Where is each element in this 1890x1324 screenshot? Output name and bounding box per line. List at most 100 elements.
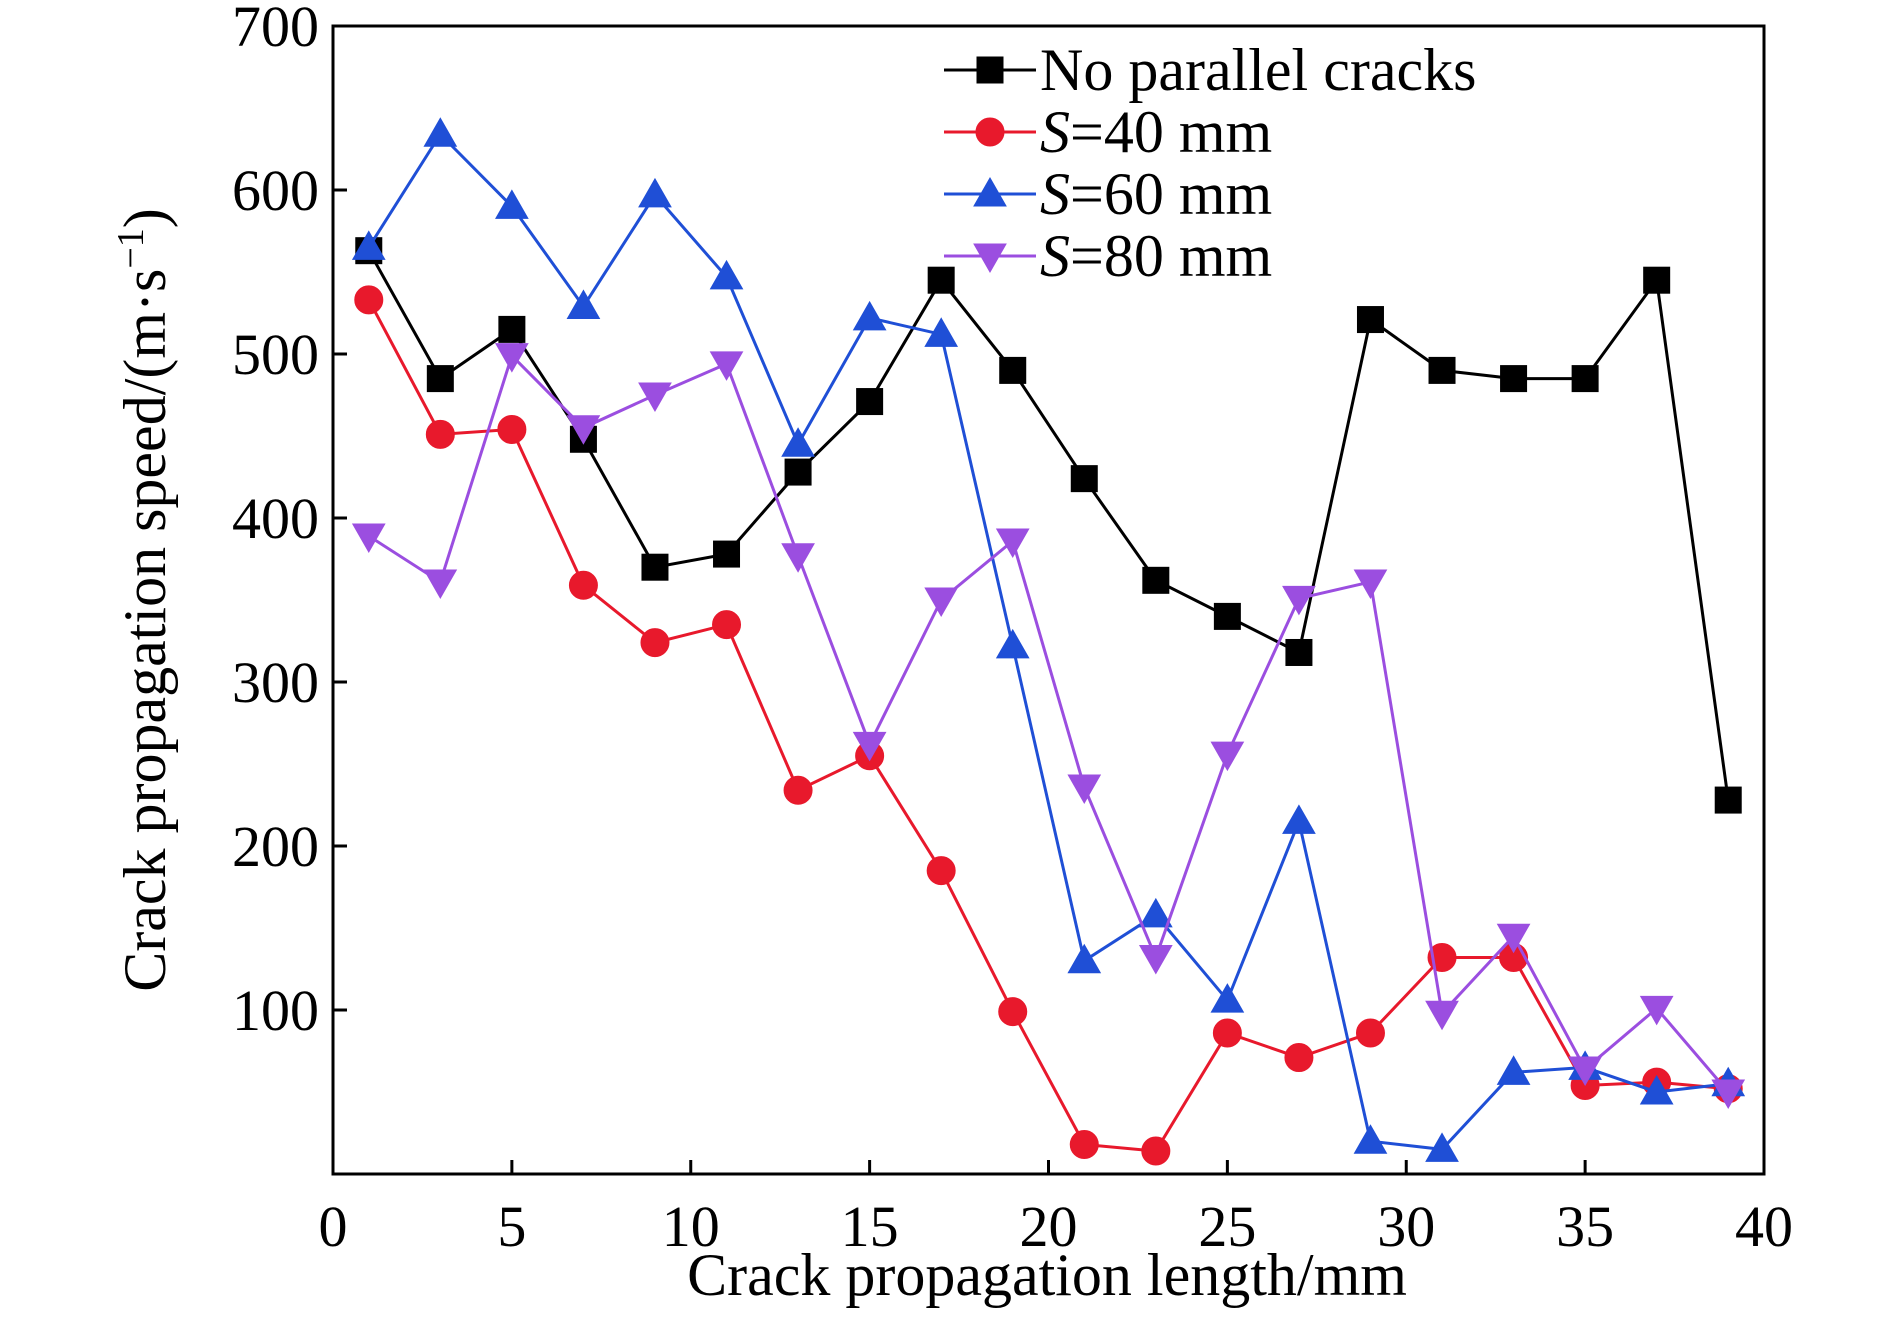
data-point	[1356, 306, 1384, 334]
x-tick-label: 20	[1020, 1194, 1078, 1259]
data-point	[351, 230, 386, 260]
series-line	[367, 352, 1730, 1093]
data-point	[1284, 1043, 1314, 1073]
data-point	[709, 259, 744, 290]
series-1	[354, 285, 1743, 1166]
legend-label-italic: S	[1040, 223, 1070, 289]
data-point	[998, 997, 1028, 1027]
legend-label: No parallel cracks	[1040, 37, 1476, 103]
data-point	[1500, 365, 1528, 393]
data-point	[1714, 786, 1742, 814]
data-point	[856, 388, 884, 416]
data-point	[1643, 266, 1671, 294]
y-tick-label: 600	[232, 158, 319, 223]
x-tick-label: 10	[662, 1194, 720, 1259]
data-point	[1210, 741, 1245, 772]
data-point	[423, 117, 458, 147]
y-tick-label: 200	[232, 814, 319, 879]
data-point	[568, 570, 598, 600]
data-point	[498, 315, 526, 343]
data-point	[1571, 365, 1599, 393]
data-point	[1067, 943, 1102, 974]
legend-entry: S=60 mm	[944, 161, 1272, 227]
y-tick-label: 300	[232, 650, 319, 715]
legend-entry: No parallel cracks	[944, 37, 1476, 103]
data-point	[1639, 1074, 1674, 1105]
data-point	[566, 289, 601, 319]
series-line	[367, 131, 1729, 1151]
data-point	[783, 775, 813, 805]
data-point	[852, 731, 887, 762]
x-tick-label: 30	[1377, 1194, 1435, 1259]
data-point	[781, 427, 815, 457]
data-point	[1639, 995, 1674, 1026]
data-point	[713, 540, 741, 568]
data-point	[784, 458, 812, 486]
x-axis-ticks: 0 5 10 15 20 25 30 35 40	[319, 1160, 1793, 1259]
legend-label-text: =80 mm	[1070, 223, 1272, 289]
data-point	[924, 587, 959, 618]
legend-marker	[976, 56, 1004, 84]
series-layer	[351, 117, 1746, 1166]
data-point	[1213, 602, 1241, 630]
data-point	[1070, 465, 1098, 493]
data-point	[1496, 1055, 1531, 1085]
x-tick-label: 0	[319, 1194, 348, 1259]
data-point	[426, 365, 454, 393]
series-3	[351, 343, 1746, 1110]
data-point	[1285, 638, 1313, 666]
data-point	[712, 610, 742, 640]
y-axis-title-superscript: −1	[110, 228, 152, 268]
data-point	[1141, 1136, 1171, 1166]
data-point	[1069, 1129, 1099, 1159]
x-tick-label: 35	[1556, 1194, 1614, 1259]
data-point	[566, 415, 601, 445]
data-point	[995, 628, 1030, 659]
y-tick-label: 100	[232, 978, 319, 1043]
data-point	[995, 528, 1030, 558]
data-point	[781, 543, 815, 573]
data-point	[1282, 585, 1316, 616]
data-point	[423, 569, 458, 599]
data-point	[354, 285, 384, 315]
data-point	[1067, 774, 1102, 804]
y-tick-label: 500	[232, 322, 319, 387]
series-line	[367, 249, 1730, 801]
x-tick-label: 40	[1735, 1194, 1793, 1259]
legend-label-text: No parallel cracks	[1040, 37, 1476, 103]
data-point	[1142, 566, 1170, 594]
legend-label-italic: S	[1040, 99, 1070, 165]
data-point	[638, 382, 672, 413]
data-point	[351, 523, 386, 554]
series-0	[355, 237, 1742, 814]
data-point	[1568, 1056, 1602, 1087]
legend-marker	[975, 117, 1005, 147]
x-tick-label: 15	[841, 1194, 899, 1259]
data-point	[999, 356, 1027, 384]
y-axis-title: Crack propagation speed/(m·s−1)	[110, 208, 178, 992]
data-point	[1212, 1018, 1242, 1048]
x-tick-label: 5	[497, 1194, 526, 1259]
data-point	[1353, 1124, 1388, 1154]
data-point	[709, 351, 744, 381]
data-point	[1425, 1000, 1459, 1031]
y-tick-label: 700	[232, 0, 319, 59]
data-point	[1138, 945, 1173, 975]
data-point	[1138, 897, 1173, 928]
data-point	[1711, 1079, 1746, 1110]
legend-marker	[973, 243, 1007, 274]
data-point	[926, 856, 956, 886]
data-point	[1282, 804, 1316, 834]
x-axis-title: Crack propagation length/mm	[687, 1242, 1407, 1308]
legend-label: S=80 mm	[1040, 223, 1272, 289]
legend-entry: S=80 mm	[944, 223, 1272, 289]
data-point	[495, 189, 529, 219]
legend-marker	[973, 176, 1007, 207]
y-axis-ticks: 100 200 300 400 500 600 700	[232, 0, 347, 1043]
data-point	[495, 343, 529, 373]
y-axis-title-close: )	[112, 208, 178, 228]
data-point	[1425, 1132, 1459, 1162]
x-tick-label: 25	[1198, 1194, 1256, 1259]
data-point	[1428, 356, 1456, 384]
